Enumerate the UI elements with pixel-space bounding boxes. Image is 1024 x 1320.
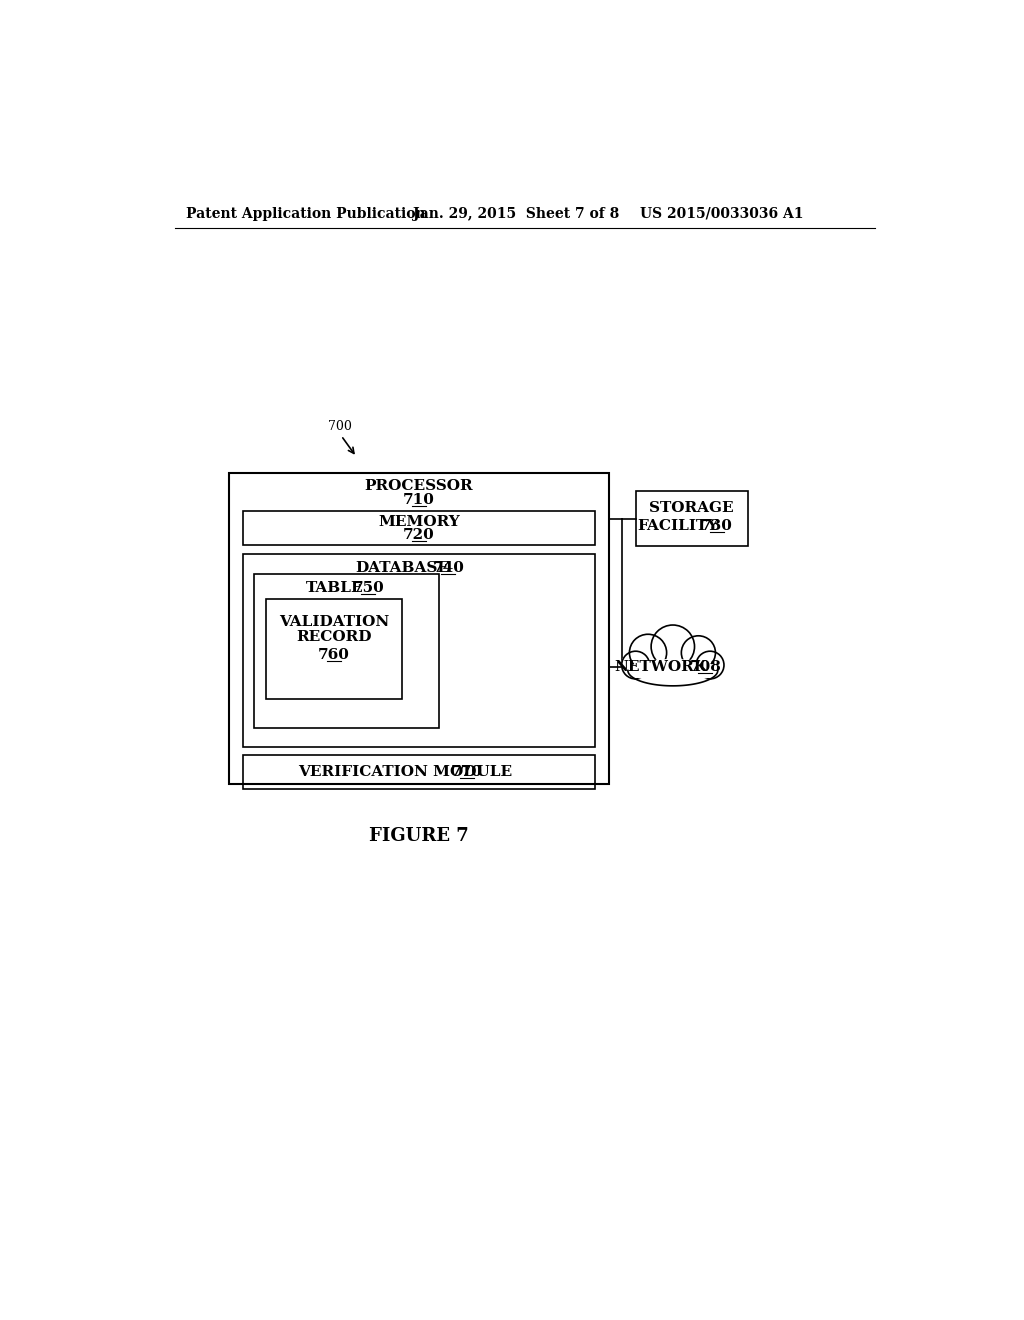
Text: DATABASE: DATABASE <box>355 561 449 576</box>
Text: VERIFICATION MODULE: VERIFICATION MODULE <box>298 766 512 779</box>
Text: 760: 760 <box>317 648 350 663</box>
Bar <box>636 491 748 546</box>
Bar <box>627 660 719 684</box>
Bar <box>266 599 401 700</box>
Text: 770: 770 <box>452 766 483 779</box>
Circle shape <box>696 651 724 678</box>
Text: PROCESSOR: PROCESSOR <box>365 479 473 494</box>
Text: TABLE: TABLE <box>306 581 364 595</box>
Text: FIGURE 7: FIGURE 7 <box>369 828 469 845</box>
Text: 710: 710 <box>402 494 434 507</box>
Ellipse shape <box>628 660 718 681</box>
Text: 708: 708 <box>689 660 721 673</box>
Text: 750: 750 <box>352 581 384 595</box>
Text: MEMORY: MEMORY <box>378 515 460 529</box>
Text: 740: 740 <box>432 561 465 576</box>
Text: FACILITY: FACILITY <box>637 520 719 533</box>
Circle shape <box>622 651 649 678</box>
Text: RECORD: RECORD <box>296 631 372 644</box>
Bar <box>243 511 595 545</box>
Bar <box>243 755 595 789</box>
Circle shape <box>651 626 694 668</box>
Bar <box>254 574 438 729</box>
Text: STORAGE: STORAGE <box>649 502 734 515</box>
Text: 720: 720 <box>403 528 435 543</box>
Text: NETWORK: NETWORK <box>614 660 707 673</box>
Text: VALIDATION: VALIDATION <box>279 615 389 628</box>
Bar <box>228 473 608 784</box>
Text: Jan. 29, 2015  Sheet 7 of 8: Jan. 29, 2015 Sheet 7 of 8 <box>414 207 620 220</box>
Circle shape <box>681 636 716 669</box>
Text: Patent Application Publication: Patent Application Publication <box>186 207 426 220</box>
Text: US 2015/0033036 A1: US 2015/0033036 A1 <box>640 207 803 220</box>
Circle shape <box>630 635 667 671</box>
Text: 730: 730 <box>700 520 732 533</box>
Bar <box>243 554 595 747</box>
Text: 700: 700 <box>328 420 352 433</box>
